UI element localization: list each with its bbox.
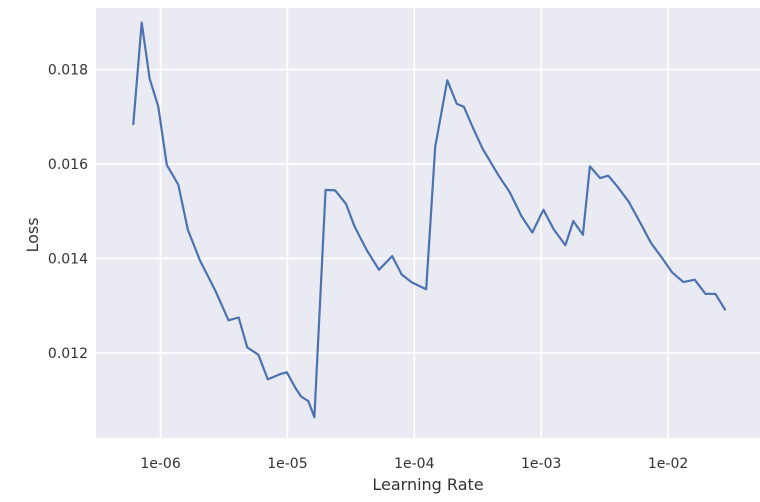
series: [132, 21, 727, 419]
y-tick-label: 0.018: [48, 62, 88, 78]
plot-background: [96, 8, 760, 438]
y-tick-label: 0.016: [48, 157, 88, 173]
x-tick-label: 1e-04: [394, 456, 434, 472]
y-tick-label: 0.014: [48, 251, 88, 267]
loss-series-line: [132, 21, 727, 419]
y-tick-label: 0.012: [48, 346, 88, 362]
x-tick-label: 1e-02: [648, 456, 688, 472]
x-tick-labels: 1e-06 1e-05 1e-04 1e-03 1e-02: [140, 456, 688, 472]
x-tick-label: 1e-03: [521, 456, 561, 472]
x-tick-label: 1e-05: [267, 456, 307, 472]
x-tick-label: 1e-06: [140, 456, 180, 472]
x-axis-title: Learning Rate: [372, 475, 483, 494]
y-tick-labels: 0.012 0.014 0.016 0.018: [48, 62, 88, 362]
y-axis-title: Loss: [23, 217, 42, 252]
